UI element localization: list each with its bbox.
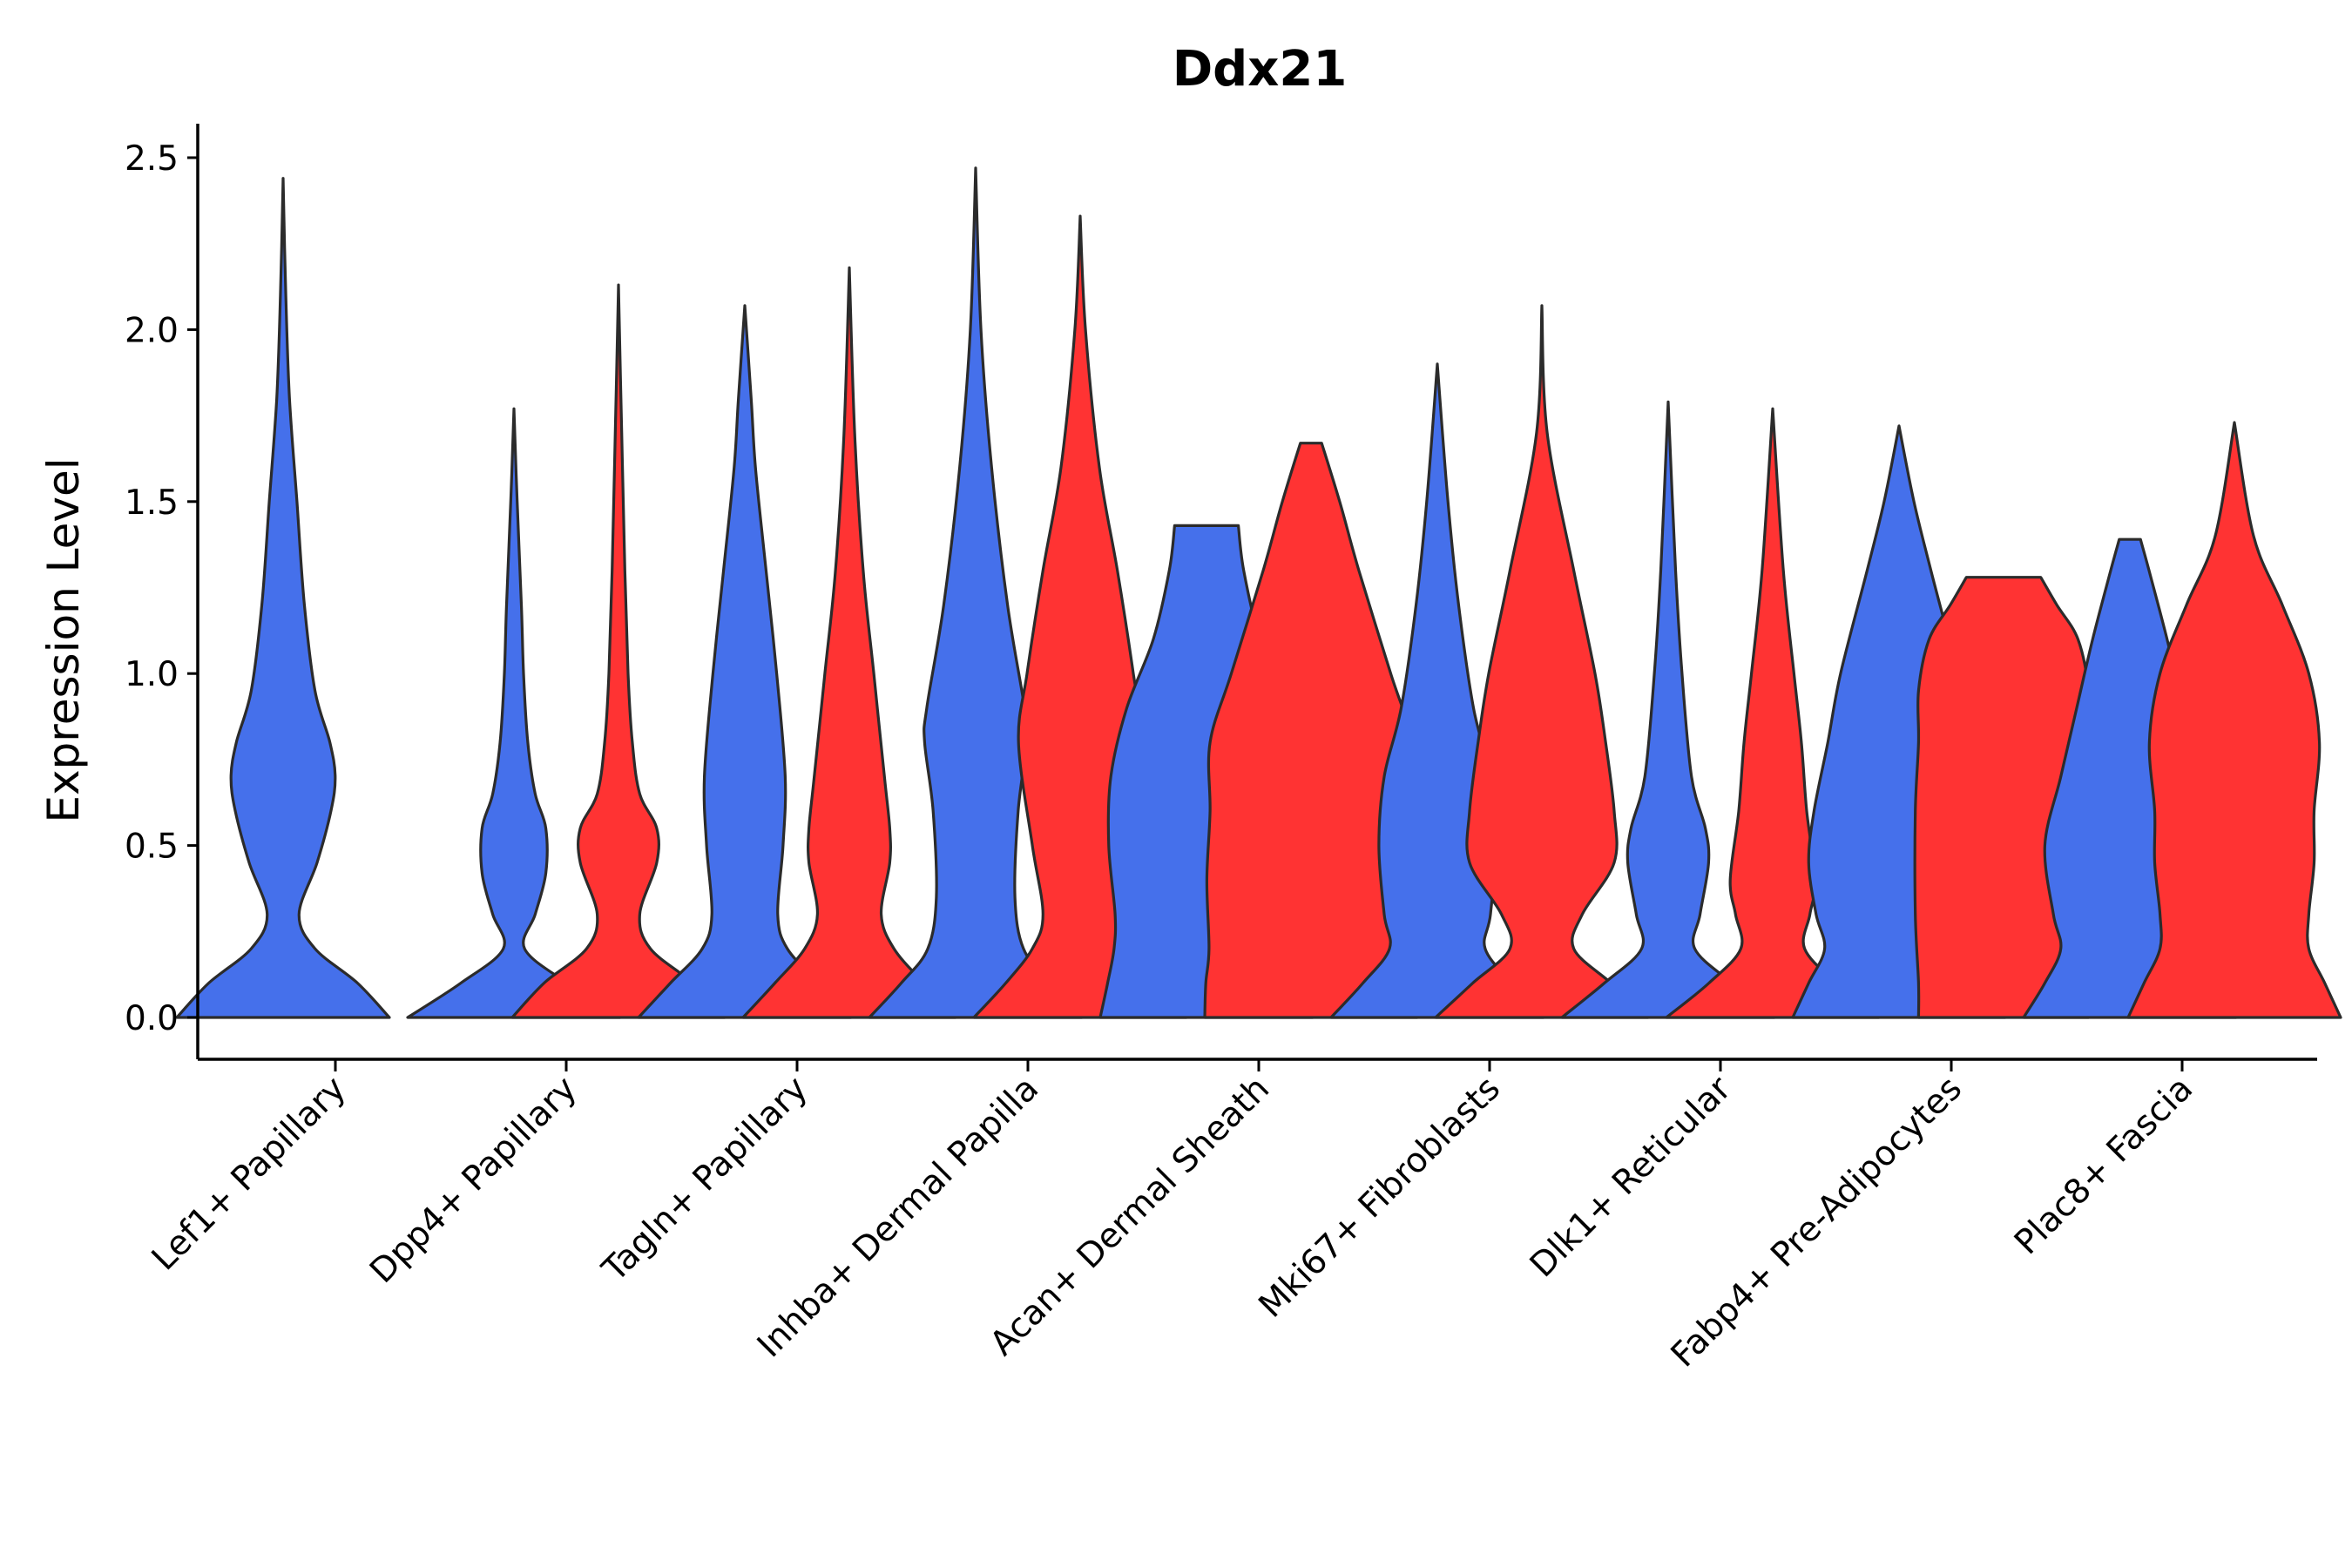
violin-red: [510, 283, 727, 1019]
x-tick-label: Lef1+ Papillary: [145, 1069, 354, 1278]
y-tick-label: 0.0: [125, 999, 179, 1038]
x-tick-label: Dlk1+ Reticular: [1523, 1069, 1740, 1286]
violin-blue: [406, 407, 622, 1019]
x-axis: Lef1+ Papillary Dpp4+ Papillary Tagln+ Pap…: [145, 1058, 2317, 1375]
violin-blue: [175, 177, 391, 1019]
y-tick-label: 1.0: [125, 655, 179, 694]
chart-title: Ddx21: [1173, 41, 1348, 98]
violin-red: [2126, 421, 2342, 1019]
x-tick-label: Plac8+ Fascia: [2007, 1069, 2200, 1262]
y-tick-label: 1.5: [125, 483, 179, 523]
violin-blue: [868, 166, 1084, 1019]
violin-blue: [1560, 400, 1776, 1019]
y-tick-label: 2.0: [125, 311, 179, 350]
y-axis-label: Expression Level: [38, 457, 89, 822]
violin-blue: [637, 304, 853, 1019]
violin-red: [741, 266, 957, 1019]
y-tick-label: 2.5: [125, 139, 179, 179]
y-axis: 0.0 0.5 1.0 1.5 2.0 2.5: [125, 124, 199, 1059]
x-tick-label: Tagln+ Papillary: [595, 1069, 816, 1290]
x-tick-label: Dpp4+ Papillary: [362, 1069, 585, 1291]
violin-layer: [175, 166, 2342, 1019]
y-tick-label: 0.5: [125, 828, 179, 867]
x-tick-label: Mki67+ Fibroblasts: [1252, 1069, 1508, 1325]
violin-red: [1434, 304, 1650, 1019]
